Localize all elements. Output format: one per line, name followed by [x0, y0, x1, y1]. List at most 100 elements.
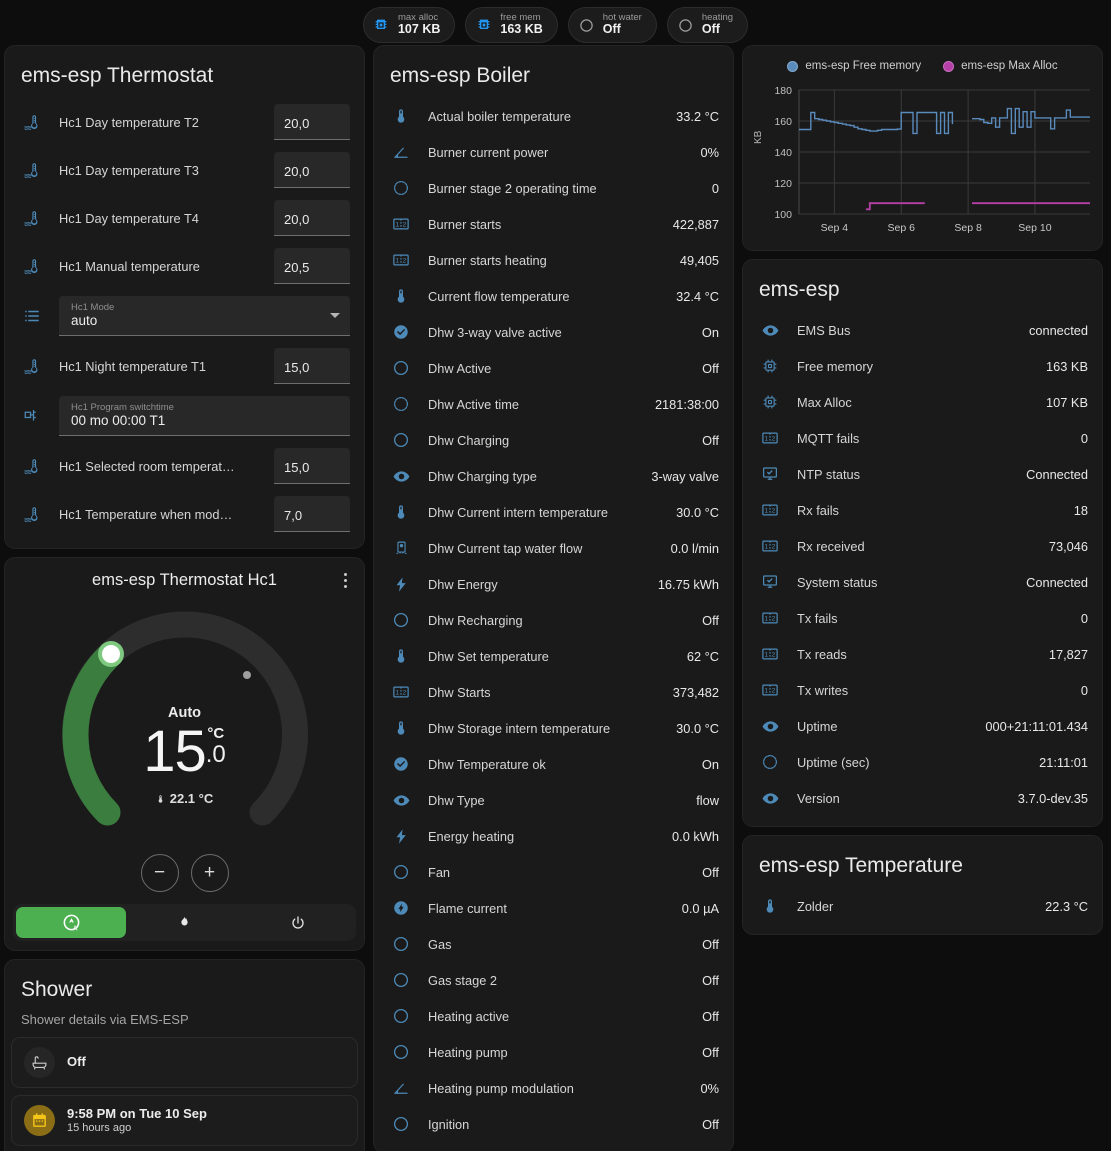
- system-entity-row[interactable]: Uptime (sec) 21:11:01: [757, 744, 1088, 780]
- number-input[interactable]: 15,0: [274, 448, 350, 484]
- number-input[interactable]: 7,0: [274, 496, 350, 532]
- entity-name: Burner starts heating: [428, 252, 547, 268]
- temperature-entity-row[interactable]: Zolder 22.3 °C: [757, 888, 1088, 924]
- thermostat-dial[interactable]: Auto 15 °C .0 22.1 °C: [45, 600, 325, 850]
- boiler-entity-row[interactable]: Heating pump Off: [388, 1034, 719, 1070]
- boiler-entity-row[interactable]: Current flow temperature 32.4 °C: [388, 278, 719, 314]
- badge-max-alloc[interactable]: max alloc 107 KB: [362, 7, 456, 43]
- shower-last-time-relative: 15 hours ago: [67, 1121, 132, 1134]
- boiler-entity-row[interactable]: Dhw 3-way valve active On: [388, 314, 719, 350]
- thermostat-number-row[interactable]: Hc1 Day temperature T3 20,0: [19, 146, 350, 194]
- system-entity-row[interactable]: EMS Bus connected: [757, 312, 1088, 348]
- thermostat-number-row[interactable]: Hc1 Night temperature T1 15,0: [19, 342, 350, 390]
- badge-heating[interactable]: heating Off: [666, 7, 749, 43]
- system-entity-row[interactable]: 1 2 Tx reads 17,827: [757, 636, 1088, 672]
- system-entity-row[interactable]: Uptime 000+21:11:01.434: [757, 708, 1088, 744]
- system-entity-row[interactable]: Free memory 163 KB: [757, 348, 1088, 384]
- entity-name: Max Alloc: [797, 394, 852, 410]
- shower-last-time-item[interactable]: 9:58 PM on Tue 10 Sep 15 hours ago: [11, 1095, 358, 1146]
- system-entity-row[interactable]: 1 2 Rx fails 18: [757, 492, 1088, 528]
- system-entity-row[interactable]: System status Connected: [757, 564, 1088, 600]
- dial-value-arc: [62, 643, 121, 826]
- dial-handle[interactable]: [101, 645, 120, 663]
- column-right: ems-esp Free memory ems-esp Max Alloc KB…: [742, 45, 1103, 935]
- boiler-entity-row[interactable]: Fan Off: [388, 854, 719, 890]
- system-entity-row[interactable]: Version 3.7.0-dev.35: [757, 780, 1088, 816]
- chip-icon: [475, 17, 492, 34]
- number-input[interactable]: 20,0: [274, 200, 350, 236]
- number-input[interactable]: 15,0: [274, 348, 350, 384]
- boiler-entity-row[interactable]: Flame current 0.0 µA: [388, 890, 719, 926]
- boiler-entity-row[interactable]: Actual boiler temperature 33.2 °C: [388, 98, 719, 134]
- boiler-entity-row[interactable]: 1 2 Burner starts heating 49,405: [388, 242, 719, 278]
- boiler-entity-row[interactable]: Burner stage 2 operating time 0: [388, 170, 719, 206]
- entity-name: Dhw Current intern temperature: [428, 504, 608, 520]
- boiler-entity-row[interactable]: Heating active Off: [388, 998, 719, 1034]
- select-value: auto: [71, 313, 98, 329]
- temperature-increase-button[interactable]: +: [190, 854, 229, 892]
- thermostat-number-row[interactable]: Hc1 Temperature when mod… 7,0: [19, 490, 350, 538]
- boiler-rows: Actual boiler temperature 33.2 °C Burner c…: [374, 98, 733, 1151]
- chart-plot-area[interactable]: KB 100 120 140 160 180 Sep 4 Sep 6 Sep 8 Sep 10: [751, 82, 1094, 242]
- chevron-down-icon[interactable]: [330, 312, 340, 318]
- boiler-entity-row[interactable]: Dhw Current intern temperature 30.0 °C: [388, 494, 719, 530]
- boiler-entity-row[interactable]: Heating pump modulation 0%: [388, 1070, 719, 1106]
- boiler-entity-row[interactable]: 1 2 Dhw Starts 373,482: [388, 674, 719, 710]
- number-input[interactable]: 20,0: [274, 152, 350, 188]
- system-entity-row[interactable]: 1 2 Tx fails 0: [757, 600, 1088, 636]
- system-entity-row[interactable]: 1 2 Tx writes 0: [757, 672, 1088, 708]
- boiler-entity-row[interactable]: Dhw Set temperature 62 °C: [388, 638, 719, 674]
- entity-name: NTP status: [797, 466, 861, 482]
- legend-item-max-alloc[interactable]: ems-esp Max Alloc: [943, 60, 1058, 72]
- thermostat-number-row[interactable]: Hc1 Selected room temperat… 15,0: [19, 442, 350, 490]
- system-entity-row[interactable]: NTP status Connected: [757, 456, 1088, 492]
- text-input[interactable]: Hc1 Program switchtime 00 mo 00:00 T1: [59, 395, 350, 437]
- boiler-entity-row[interactable]: Ignition Off: [388, 1106, 719, 1142]
- circle-outline-icon: [677, 17, 694, 34]
- badge-free-mem[interactable]: free mem 163 KB: [465, 7, 558, 43]
- legend-item-free-memory[interactable]: ems-esp Free memory: [787, 60, 921, 72]
- boiler-entity-row[interactable]: 1 2 Burner starts 422,887: [388, 206, 719, 242]
- boiler-entity-row[interactable]: Dhw Energy 16.75 kWh: [388, 566, 719, 602]
- circle-outline-icon: [388, 359, 414, 377]
- system-entity-row[interactable]: 1 2 MQTT fails 0: [757, 420, 1088, 456]
- dial-arc[interactable]: [45, 600, 325, 850]
- hvac-mode-off-button[interactable]: [243, 907, 353, 938]
- system-rows: EMS Bus connected Free memory 163 KB Max All…: [743, 312, 1102, 826]
- boiler-entity-row[interactable]: Dhw Charging type 3-way valve: [388, 458, 719, 494]
- number-input[interactable]: 20,0: [274, 104, 350, 140]
- system-entity-row[interactable]: 1 2 Rx received 73,046: [757, 528, 1088, 564]
- thermostat-number-row[interactable]: Hc1 Day temperature T4 20,0: [19, 194, 350, 242]
- boiler-entity-row[interactable]: Gas Off: [388, 926, 719, 962]
- boiler-entity-row[interactable]: Energy heating 0.0 kWh: [388, 818, 719, 854]
- thermostat-mode-select-row[interactable]: Hc1 Mode auto: [19, 290, 350, 342]
- boiler-entity-row[interactable]: Dhw Active time 2181:38:00: [388, 386, 719, 422]
- thermostat-number-row[interactable]: Hc1 Day temperature T2 20,0: [19, 98, 350, 146]
- boiler-entity-row[interactable]: Dhw Recharging Off: [388, 602, 719, 638]
- boiler-entity-row[interactable]: Dhw Temperature ok On: [388, 746, 719, 782]
- badge-hot-water[interactable]: hot water Off: [567, 7, 657, 43]
- system-entity-row[interactable]: Max Alloc 107 KB: [757, 384, 1088, 420]
- hvac-mode-heat-button[interactable]: [129, 907, 239, 938]
- lightning-icon: [388, 576, 414, 593]
- boiler-entity-row[interactable]: Gas stage 2 Off: [388, 962, 719, 998]
- boiler-entity-row[interactable]: Burner current power 0%: [388, 134, 719, 170]
- boiler-entity-row[interactable]: Dhw Storage intern temperature 30.0 °C: [388, 710, 719, 746]
- more-options-icon[interactable]: [341, 570, 350, 591]
- number-input[interactable]: 20,5: [274, 248, 350, 284]
- boiler-entity-row[interactable]: Dhw Charging Off: [388, 422, 719, 458]
- boiler-entity-row[interactable]: Dhw Current tap water flow 0.0 l/min: [388, 530, 719, 566]
- thermostat-text-row[interactable]: Hc1 Program switchtime 00 mo 00:00 T1: [19, 390, 350, 442]
- boiler-entity-row[interactable]: Dhw Type flow: [388, 782, 719, 818]
- badge-value: 107 KB: [397, 22, 441, 37]
- hvac-mode-auto-button[interactable]: A: [16, 907, 127, 938]
- boiler-entity-row[interactable]: Dhw Active Off: [388, 350, 719, 386]
- temperature-card: ems-esp Temperature Zolder 22.3 °C: [742, 835, 1103, 935]
- shower-state-item[interactable]: Off: [11, 1037, 358, 1088]
- thermostat-number-row[interactable]: Hc1 Manual temperature 20,5: [19, 242, 350, 290]
- entity-name: Gas: [428, 936, 452, 952]
- temperature-decrease-button[interactable]: −: [140, 854, 179, 892]
- chart-series-line: [865, 202, 1090, 211]
- mode-select[interactable]: Hc1 Mode auto: [59, 295, 350, 337]
